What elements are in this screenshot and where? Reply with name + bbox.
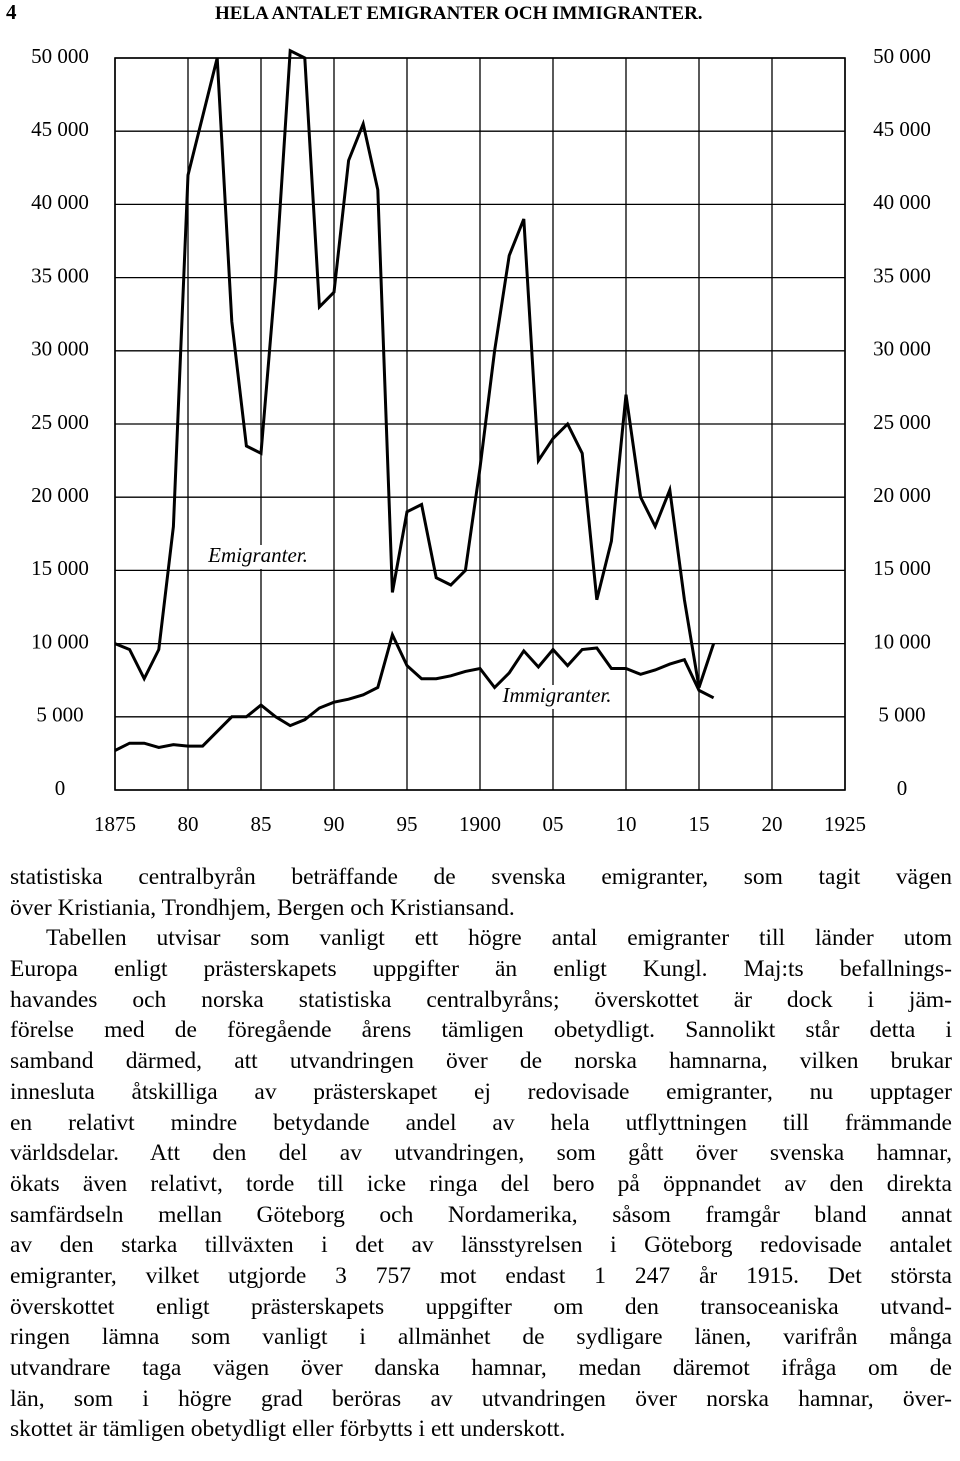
text-line: förelse med de föregående årens tämligen… [10,1017,952,1044]
x-tick-label: 20 [762,812,783,836]
chart: 0 0 5 000 5 000 10 000 10 000 15 000 15 000 20 0… [31,44,931,836]
y-tick-label-right: 10 000 [873,629,931,653]
y-tick-label-right: 40 000 [873,190,931,214]
y-tick-label-right: 0 [897,776,908,800]
y-tick-label: 0 [55,776,66,800]
y-tick-label: 10 000 [31,629,89,653]
label-bg [499,685,615,709]
text-line: skottet är tämligen obetydligt eller för… [10,1416,566,1443]
y-tick-label: 20 000 [31,483,89,507]
text-line: havandes och norska statistiska centralb… [10,986,952,1013]
x-tick-label: 10 [616,812,637,836]
text-line: statistiska centralbyrån beträffande de … [10,864,952,890]
x-tick-label: 1925 [824,812,866,836]
data-line [114,48,716,688]
text-line: ökats även relativt, torde till icke rin… [10,1170,952,1197]
text-line: samband därmed, att utvandringen över de… [10,1048,952,1075]
text-line: ringen lämna som vanligt i allmänhet de … [10,1324,952,1351]
page-title: HELA ANTALET EMIGRANTER OCH IMMIGRANTER. [215,3,703,24]
y-tick-label: 5 000 [36,703,83,727]
x-tick-label: 85 [251,812,272,836]
label-bg [200,545,316,569]
data-line [114,630,715,752]
y-tick-label-right: 25 000 [873,410,931,434]
series-label: Emigranter. [207,543,308,567]
x-tick-label: 1875 [94,812,136,836]
y-tick-label: 30 000 [31,337,89,361]
text-line: län, som i högre grad beröras av utvandr… [10,1385,952,1412]
y-tick-label: 25 000 [31,410,89,434]
y-tick-label-right: 35 000 [873,263,931,287]
y-tick-label: 45 000 [31,117,89,141]
body-text: statistiska centralbyrån beträffande de … [10,862,952,1445]
text-line: Europa enligt prästerskapets uppgifter ä… [10,956,952,983]
y-tick-label-right: 5 000 [878,703,925,727]
text-line: emigranter, vilket utgjorde 3 757 mot en… [10,1262,952,1289]
y-tick-label: 15 000 [31,556,89,580]
text-line: utvandrare taga vägen över danska hamnar… [10,1355,952,1381]
text-line: en relativt mindre betydande andel av he… [10,1109,952,1136]
text-line: över Kristiania, Trondhjem, Bergen och K… [10,894,515,921]
y-tick-label: 40 000 [31,190,89,214]
y-tick-label-right: 45 000 [873,117,931,141]
x-tick-label: 90 [324,812,345,836]
y-tick-label-right: 20 000 [873,483,931,507]
x-tick-label: 1900 [459,812,501,836]
y-tick-label: 50 000 [31,44,89,68]
page-number: 4 [6,0,17,24]
text-line: av den starka tillväxten i det av länsst… [10,1232,952,1259]
y-tick-label-right: 15 000 [873,556,931,580]
x-tick-label: 80 [178,812,199,836]
text-line: samfärdseln mellan Göteborg och Nordamer… [10,1201,952,1228]
x-tick-label: 95 [397,812,418,836]
x-tick-label: 15 [689,812,710,836]
text-line: överskottet enligt prästerskapets uppgif… [10,1293,952,1320]
y-tick-label: 35 000 [31,263,89,287]
text-line: Tabellen utvisar som vanligt ett högre a… [46,925,952,952]
frame [114,57,846,791]
y-tick-label-right: 50 000 [873,44,931,68]
text-line: världsdelar. Att den del av utvandringen… [10,1140,952,1167]
text-line: innesluta åtskilliga av prästerskapet ej… [10,1078,952,1105]
y-tick-label-right: 30 000 [873,337,931,361]
x-tick-label: 05 [543,812,564,836]
series-label: Immigranter. [501,683,611,707]
